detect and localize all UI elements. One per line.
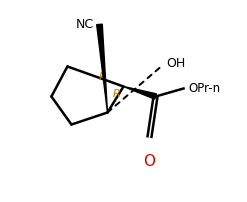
Text: OPr-n: OPr-n xyxy=(188,82,221,95)
Polygon shape xyxy=(124,87,156,100)
Text: R: R xyxy=(99,72,106,82)
Polygon shape xyxy=(97,25,107,113)
Text: R: R xyxy=(113,89,120,99)
Text: OH: OH xyxy=(166,57,186,70)
Text: O: O xyxy=(144,153,156,168)
Text: NC: NC xyxy=(75,18,94,31)
